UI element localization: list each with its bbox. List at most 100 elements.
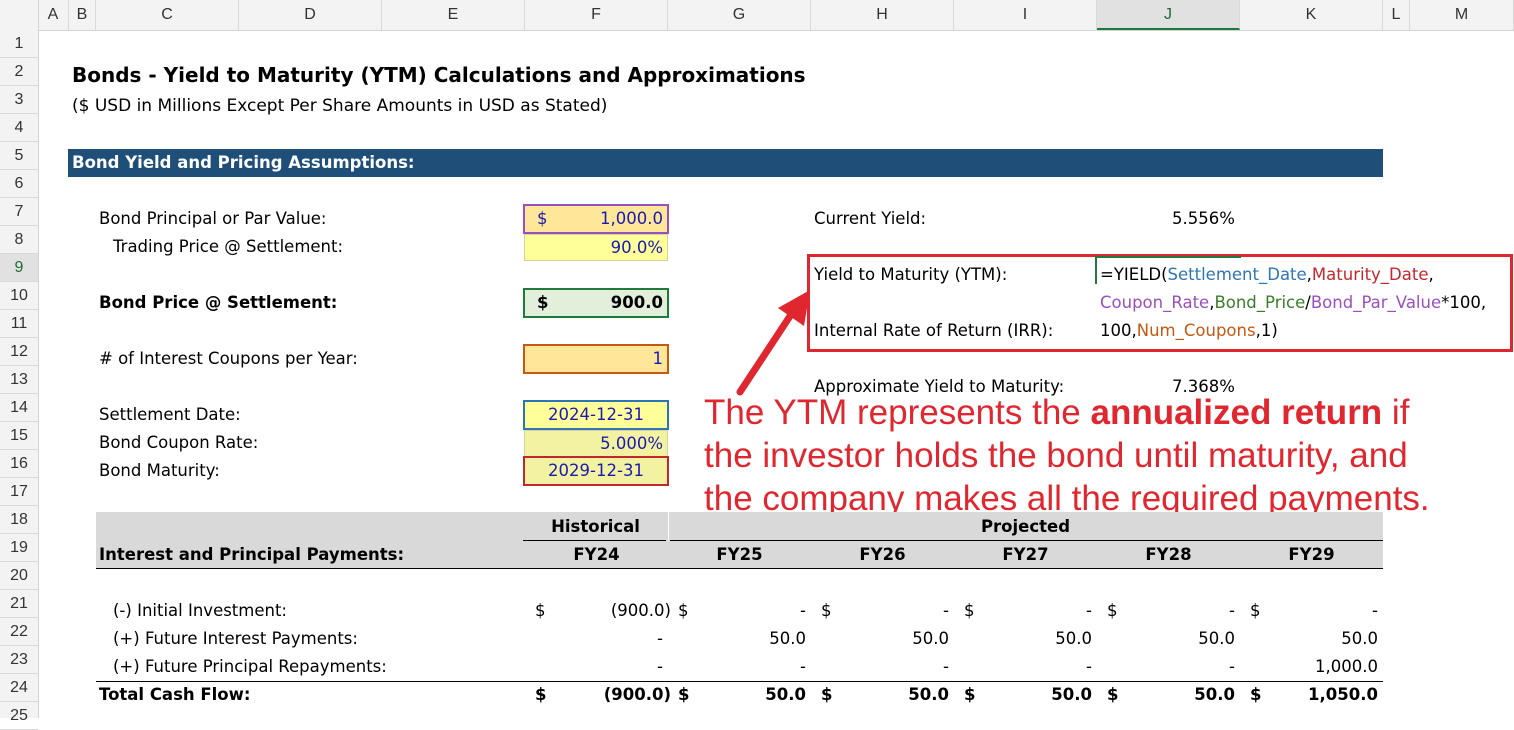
table-cell[interactable]: 50.0: [1055, 629, 1092, 648]
table-cell[interactable]: 50.0: [765, 685, 806, 704]
table-cell[interactable]: -: [943, 601, 949, 620]
table-cell[interactable]: 50.0: [912, 629, 949, 648]
row-header-6[interactable]: 6: [0, 170, 38, 198]
row-header-13[interactable]: 13: [0, 366, 38, 394]
column-header-l[interactable]: L: [1383, 0, 1410, 30]
row-header-3[interactable]: 3: [0, 86, 38, 114]
table-cell[interactable]: (900.0): [603, 685, 671, 704]
settlement-label: Settlement Date:: [99, 405, 241, 424]
column-header-b[interactable]: B: [69, 0, 96, 30]
maturity-value: 2029-12-31: [548, 461, 644, 480]
row-header-23[interactable]: 23: [0, 646, 38, 674]
price-value: 900.0: [610, 293, 663, 312]
table-cell[interactable]: -: [800, 601, 806, 620]
row-header-7[interactable]: 7: [0, 198, 38, 226]
maturity-date-input[interactable]: 2029-12-31: [523, 456, 669, 486]
settlement-value: 2024-12-31: [548, 405, 644, 424]
column-header-a[interactable]: A: [38, 0, 69, 30]
header-divider: [668, 512, 669, 540]
column-header-g[interactable]: G: [668, 0, 811, 30]
row-header-21[interactable]: 21: [0, 590, 38, 618]
row-header-22[interactable]: 22: [0, 618, 38, 646]
row-header-12[interactable]: 12: [0, 338, 38, 366]
table-cell[interactable]: 1,050.0: [1308, 685, 1378, 704]
par-value-input[interactable]: $ 1,000.0: [523, 204, 669, 234]
column-header-f[interactable]: F: [525, 0, 668, 30]
coupons-input[interactable]: 1: [523, 344, 669, 374]
column-header-h[interactable]: H: [811, 0, 954, 30]
column-header-m[interactable]: M: [1410, 0, 1514, 30]
table-cell[interactable]: 50.0: [1194, 685, 1235, 704]
table-cell[interactable]: -: [800, 657, 806, 676]
row-header-20[interactable]: 20: [0, 562, 38, 590]
formula-line-1[interactable]: =YIELD(Settlement_Date,Maturity_Date,: [1100, 265, 1434, 284]
section-header: Bond Yield and Pricing Assumptions:: [68, 149, 1383, 177]
row-header-5[interactable]: 5: [0, 142, 38, 170]
table-cell[interactable]: 50.0: [908, 685, 949, 704]
row-header-9[interactable]: 9: [0, 254, 38, 282]
table-cell[interactable]: -: [1229, 601, 1235, 620]
row-header-8[interactable]: 8: [0, 226, 38, 254]
select-all-corner[interactable]: [0, 0, 39, 30]
settlement-date-input[interactable]: 2024-12-31: [523, 400, 669, 430]
current-yield-value: 5.556%: [1172, 209, 1235, 228]
table-cell[interactable]: -: [657, 657, 663, 676]
currency-symbol: $: [964, 601, 975, 620]
currency-symbol: $: [1250, 601, 1261, 620]
price-currency: $: [537, 293, 549, 312]
table-cell[interactable]: -: [1372, 601, 1378, 620]
column-header-k[interactable]: K: [1240, 0, 1383, 30]
header-bottom-line: [96, 568, 1383, 569]
row-header-4[interactable]: 4: [0, 114, 38, 142]
formula-token: Settlement_Date: [1167, 265, 1307, 284]
year-header-fy24: FY24: [573, 545, 620, 564]
table-header-label: Interest and Principal Payments:: [99, 545, 405, 564]
row-header-19[interactable]: 19: [0, 534, 38, 562]
currency-symbol: $: [1250, 685, 1262, 704]
table-cell[interactable]: -: [1086, 657, 1092, 676]
row-header-15[interactable]: 15: [0, 422, 38, 450]
row-header-1[interactable]: 1: [0, 30, 38, 58]
formula-line-2[interactable]: Coupon_Rate,Bond_Price/Bond_Par_Value*10…: [1100, 293, 1486, 312]
annotation-line-3: the company makes all the required payme…: [704, 479, 1430, 518]
projected-underline: [670, 540, 1383, 541]
table-cell[interactable]: (900.0): [610, 601, 671, 620]
formula-token: ,: [1428, 265, 1434, 284]
table-cell[interactable]: -: [1229, 657, 1235, 676]
row-header-2[interactable]: 2: [0, 58, 38, 86]
table-cell[interactable]: -: [657, 629, 663, 648]
row-header-24[interactable]: 24: [0, 674, 38, 702]
row-header-17[interactable]: 17: [0, 478, 38, 506]
row-header-16[interactable]: 16: [0, 450, 38, 478]
bond-price-cell[interactable]: $ 900.0: [523, 288, 669, 318]
table-cell[interactable]: 50.0: [1198, 629, 1235, 648]
trading-price-input[interactable]: 90.0%: [524, 234, 668, 261]
column-header-c[interactable]: C: [96, 0, 239, 30]
projected-label: Projected: [980, 517, 1071, 536]
table-cell[interactable]: 50.0: [1051, 685, 1092, 704]
column-header-j[interactable]: J: [1097, 0, 1240, 30]
row-header-14[interactable]: 14: [0, 394, 38, 422]
row-header-18[interactable]: 18: [0, 506, 38, 534]
table-cell[interactable]: 50.0: [769, 629, 806, 648]
table-cell[interactable]: -: [943, 657, 949, 676]
row-header-11[interactable]: 11: [0, 310, 38, 338]
column-header-e[interactable]: E: [382, 0, 525, 30]
table-row-label: (+) Future Interest Payments:: [113, 629, 358, 648]
table-cell[interactable]: -: [1086, 601, 1092, 620]
table-cell[interactable]: 1,000.0: [1315, 657, 1378, 676]
row-header-25[interactable]: 25: [0, 702, 38, 730]
currency-symbol: $: [1107, 601, 1118, 620]
year-header-fy26: FY26: [859, 545, 906, 564]
table-cell[interactable]: 50.0: [1341, 629, 1378, 648]
active-cell-border: [1095, 256, 1097, 284]
coupon-rate-input[interactable]: 5.000%: [524, 430, 668, 457]
column-header-d[interactable]: D: [239, 0, 382, 30]
formula-token: ,: [1306, 265, 1312, 284]
current-yield-label: Current Yield:: [814, 209, 927, 228]
row-header-10[interactable]: 10: [0, 282, 38, 310]
par-value: 1,000.0: [600, 209, 663, 228]
page-title: Bonds - Yield to Maturity (YTM) Calculat…: [72, 63, 806, 87]
formula-line-3[interactable]: 100,Num_Coupons,1): [1100, 321, 1278, 340]
column-header-i[interactable]: I: [954, 0, 1097, 30]
